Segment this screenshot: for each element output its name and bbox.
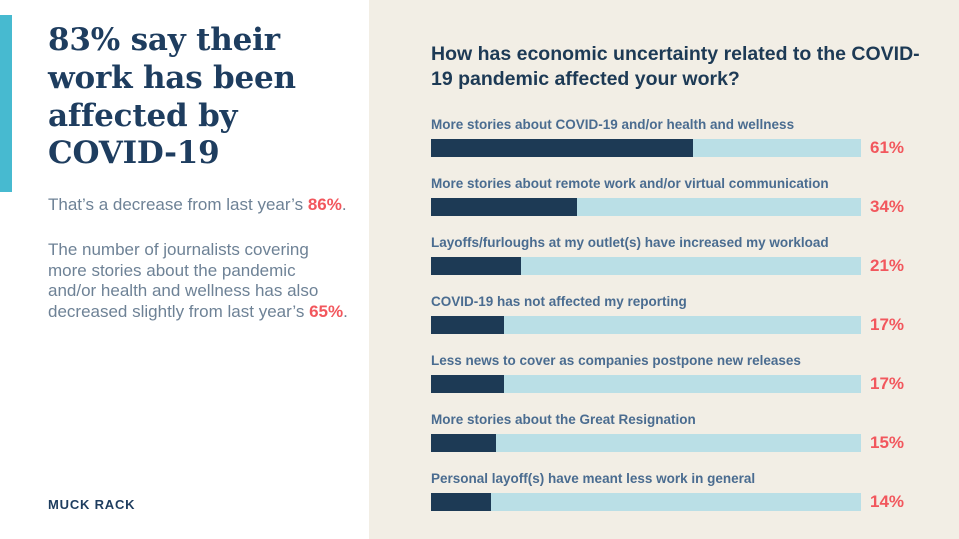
chart-panel: How has economic uncertainty related to …	[369, 0, 959, 539]
chart-question: How has economic uncertainty related to …	[431, 43, 920, 91]
stat-65: 65%	[309, 302, 344, 322]
bar-track	[431, 433, 861, 452]
teal-accent-bar	[0, 15, 12, 192]
bar-track	[431, 374, 861, 393]
bar-value-label: 21%	[870, 255, 905, 275]
bar-row: More stories about remote work and/or vi…	[431, 176, 931, 217]
bar-line: 61%	[431, 138, 931, 158]
paragraph-decrease-period: .	[341, 195, 347, 215]
bar-fill	[431, 256, 522, 275]
bar-label: Less news to cover as companies postpone…	[431, 352, 801, 368]
muck-rack-logo: MUCK RACK	[48, 497, 136, 512]
bar-label: More stories about remote work and/or vi…	[431, 175, 829, 191]
bar-line: 17%	[431, 374, 931, 394]
bar-row: COVID-19 has not affected my reporting 17…	[431, 294, 931, 335]
left-column: 83% say their work has been affected by …	[48, 22, 348, 323]
bar-value-label: 14%	[870, 491, 905, 511]
bar-line: 34%	[431, 197, 931, 217]
bar-track	[431, 197, 861, 216]
bar-track	[431, 256, 861, 275]
bar-line: 17%	[431, 315, 931, 335]
bar-track	[431, 138, 861, 157]
paragraph-journalists-text: The number of journalists covering more …	[48, 239, 319, 322]
bar-line: 15%	[431, 433, 931, 453]
paragraph-decrease: That’s a decrease from last year’s 86%.	[48, 195, 348, 216]
bar-fill	[431, 138, 694, 157]
bar-fill	[431, 197, 578, 216]
paragraph-journalists-period: .	[343, 302, 348, 322]
bar-value-label: 34%	[870, 196, 905, 216]
bar-fill	[431, 492, 492, 511]
bar-line: 14%	[431, 492, 931, 512]
bar-row: More stories about the Great Resignation…	[431, 412, 931, 453]
bar-row: Less news to cover as companies postpone…	[431, 353, 931, 394]
bar-label: More stories about the Great Resignation	[431, 411, 696, 427]
paragraph-journalists: The number of journalists covering more …	[48, 240, 348, 323]
bar-chart: More stories about COVID-19 and/or healt…	[431, 117, 931, 512]
bar-value-label: 17%	[870, 314, 905, 334]
bar-value-label: 15%	[870, 432, 905, 452]
bar-fill	[431, 315, 505, 334]
bar-label: COVID-19 has not affected my reporting	[431, 293, 687, 309]
bar-row: Layoffs/furloughs at my outlet(s) have i…	[431, 235, 931, 276]
paragraph-decrease-text: That’s a decrease from last year’s	[48, 195, 308, 215]
bar-fill	[431, 433, 496, 452]
bar-row: Personal layoff(s) have meant less work …	[431, 471, 931, 512]
bar-label: Layoffs/furloughs at my outlet(s) have i…	[431, 234, 829, 250]
bar-track	[431, 315, 861, 334]
bar-label: More stories about COVID-19 and/or healt…	[431, 116, 795, 132]
bar-label: Personal layoff(s) have meant less work …	[431, 470, 756, 486]
bar-value-label: 61%	[870, 137, 905, 157]
bar-value-label: 17%	[870, 373, 905, 393]
bar-fill	[431, 374, 505, 393]
headline: 83% say their work has been affected by …	[48, 22, 296, 172]
bar-line: 21%	[431, 256, 931, 276]
bar-track	[431, 492, 861, 511]
stat-86: 86%	[307, 195, 342, 215]
bar-row: More stories about COVID-19 and/or healt…	[431, 117, 931, 158]
